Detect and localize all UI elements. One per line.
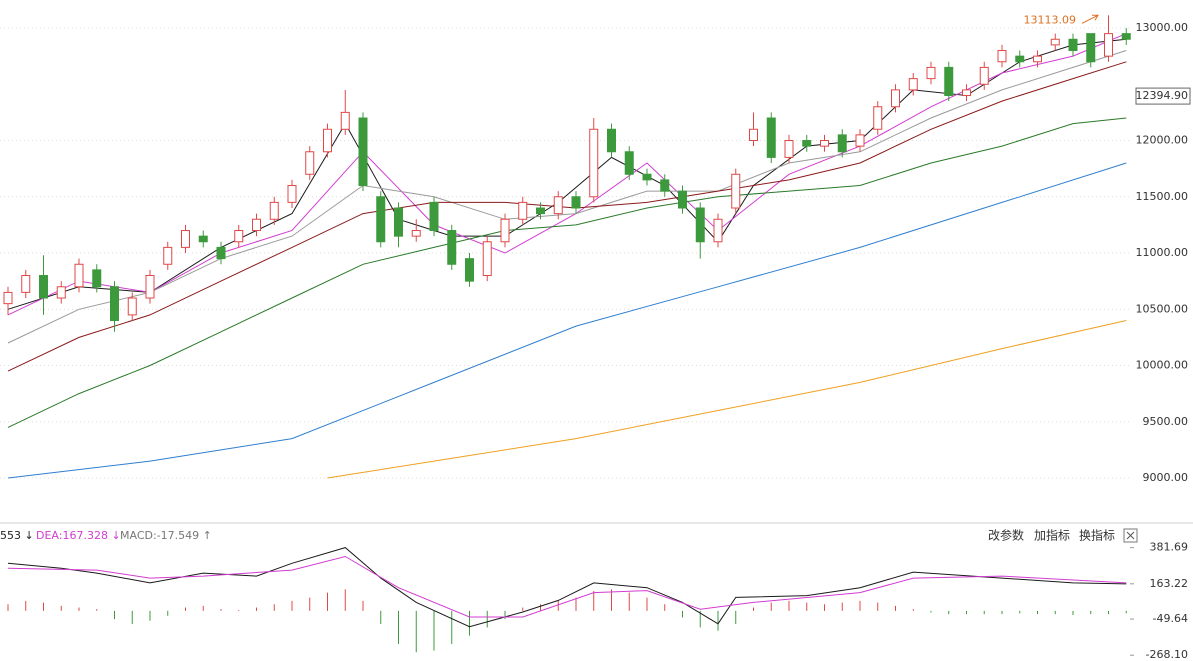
candle-body: [713, 218, 723, 243]
candle-body: [340, 111, 350, 130]
candle-body: [695, 207, 705, 243]
candle-body: [660, 179, 670, 192]
candle-body: [465, 258, 474, 282]
candle-body: [837, 134, 847, 153]
candle-body: [447, 230, 457, 265]
y-tick-label: -268.10: [1146, 648, 1188, 661]
candle-body: [216, 246, 226, 260]
high-arrow: [1081, 14, 1099, 24]
candle-body: [269, 201, 279, 220]
indicator-line: [327, 320, 1127, 479]
y-tick-label: 11500.00: [1136, 190, 1189, 203]
candle-body: [571, 196, 581, 209]
candle-body: [873, 106, 883, 130]
candle-body: [127, 297, 137, 316]
indicator-line: [7, 38, 1127, 310]
candle-body: [1015, 55, 1025, 63]
candle-body: [411, 230, 421, 237]
candle-body: [997, 50, 1007, 63]
candle-body: [92, 269, 102, 288]
candle-body: [553, 196, 563, 215]
y-tick-label: 13000.00: [1136, 21, 1189, 34]
candle-body: [39, 275, 48, 299]
candle-body: [749, 128, 758, 142]
y-tick-label: 9000.00: [1143, 471, 1189, 484]
candle-body: [1121, 33, 1131, 40]
candle-body: [589, 128, 599, 198]
candle-body: [21, 275, 31, 293]
candle-body: [56, 286, 66, 299]
y-tick-label: -49.64: [1153, 612, 1188, 625]
indicator-value: 553 ↓: [0, 529, 34, 542]
candle-body: [802, 140, 812, 147]
price-marker-box: [1135, 87, 1191, 105]
candle-body: [1068, 38, 1078, 52]
indicator-line: [7, 555, 1127, 618]
candle-body: [624, 151, 634, 175]
candle-body: [678, 190, 687, 209]
candle-body: [607, 128, 616, 153]
toolbar-button[interactable]: 加指标: [1034, 528, 1070, 543]
candle-body: [1104, 33, 1113, 57]
candle-body: [1033, 55, 1042, 63]
high-annotation: 13113.09: [1024, 13, 1077, 26]
candle-body: [500, 218, 510, 243]
candle-body: [252, 218, 261, 232]
indicator-line: [7, 547, 1127, 628]
candle-body: [731, 173, 741, 209]
candle-body: [429, 201, 439, 232]
indicator-line: [7, 33, 1127, 316]
candle-body: [394, 207, 403, 237]
candle-body: [110, 286, 119, 322]
candle-body: [198, 235, 208, 243]
y-tick-label: 10000.00: [1136, 359, 1189, 372]
candle-body: [1086, 33, 1096, 63]
y-tick-label: 9500.00: [1143, 415, 1189, 428]
indicator-value: MACD:-17.549 ↑: [120, 529, 212, 542]
candle-body: [908, 78, 918, 91]
indicator-line: [7, 162, 1127, 479]
candle-body: [944, 66, 954, 97]
price-marker-label: 12394.90: [1136, 89, 1189, 102]
indicator-value: DEA:167.328 ↓: [36, 529, 121, 542]
candle-body: [323, 128, 332, 153]
close-button[interactable]: [1123, 528, 1138, 543]
candle-body: [784, 140, 794, 158]
candle-body: [181, 230, 190, 248]
candle-body: [163, 246, 173, 265]
toolbar-button[interactable]: 改参数: [988, 528, 1024, 543]
candle-body: [234, 230, 244, 243]
candle-body: [287, 185, 297, 203]
close-icon: [1126, 531, 1135, 540]
y-tick-label: 12000.00: [1136, 134, 1189, 147]
y-tick-label: 10500.00: [1136, 302, 1189, 315]
candle-body: [820, 140, 829, 147]
y-tick-label: 11000.00: [1136, 246, 1189, 259]
candle-body: [979, 66, 989, 85]
candle-body: [358, 117, 368, 187]
candle-body: [962, 89, 971, 97]
candle-body: [855, 134, 865, 147]
candle-body: [376, 196, 386, 243]
candle-body: [518, 201, 528, 220]
y-tick-label: 381.69: [1150, 541, 1189, 554]
candle-body: [1050, 38, 1060, 46]
candle-body: [766, 117, 776, 158]
indicator-line: [7, 117, 1127, 428]
candle-body: [482, 241, 492, 277]
candle-body: [536, 207, 545, 215]
candle-body: [74, 263, 84, 288]
candle-body: [305, 151, 315, 175]
candle-body: [145, 275, 155, 299]
toolbar-button[interactable]: 换指标: [1079, 528, 1115, 543]
candle-body: [926, 66, 936, 80]
candle-body: [891, 89, 900, 108]
candle-body: [3, 291, 13, 305]
y-tick-label: 163.22: [1150, 577, 1189, 590]
candle-body: [642, 173, 652, 181]
